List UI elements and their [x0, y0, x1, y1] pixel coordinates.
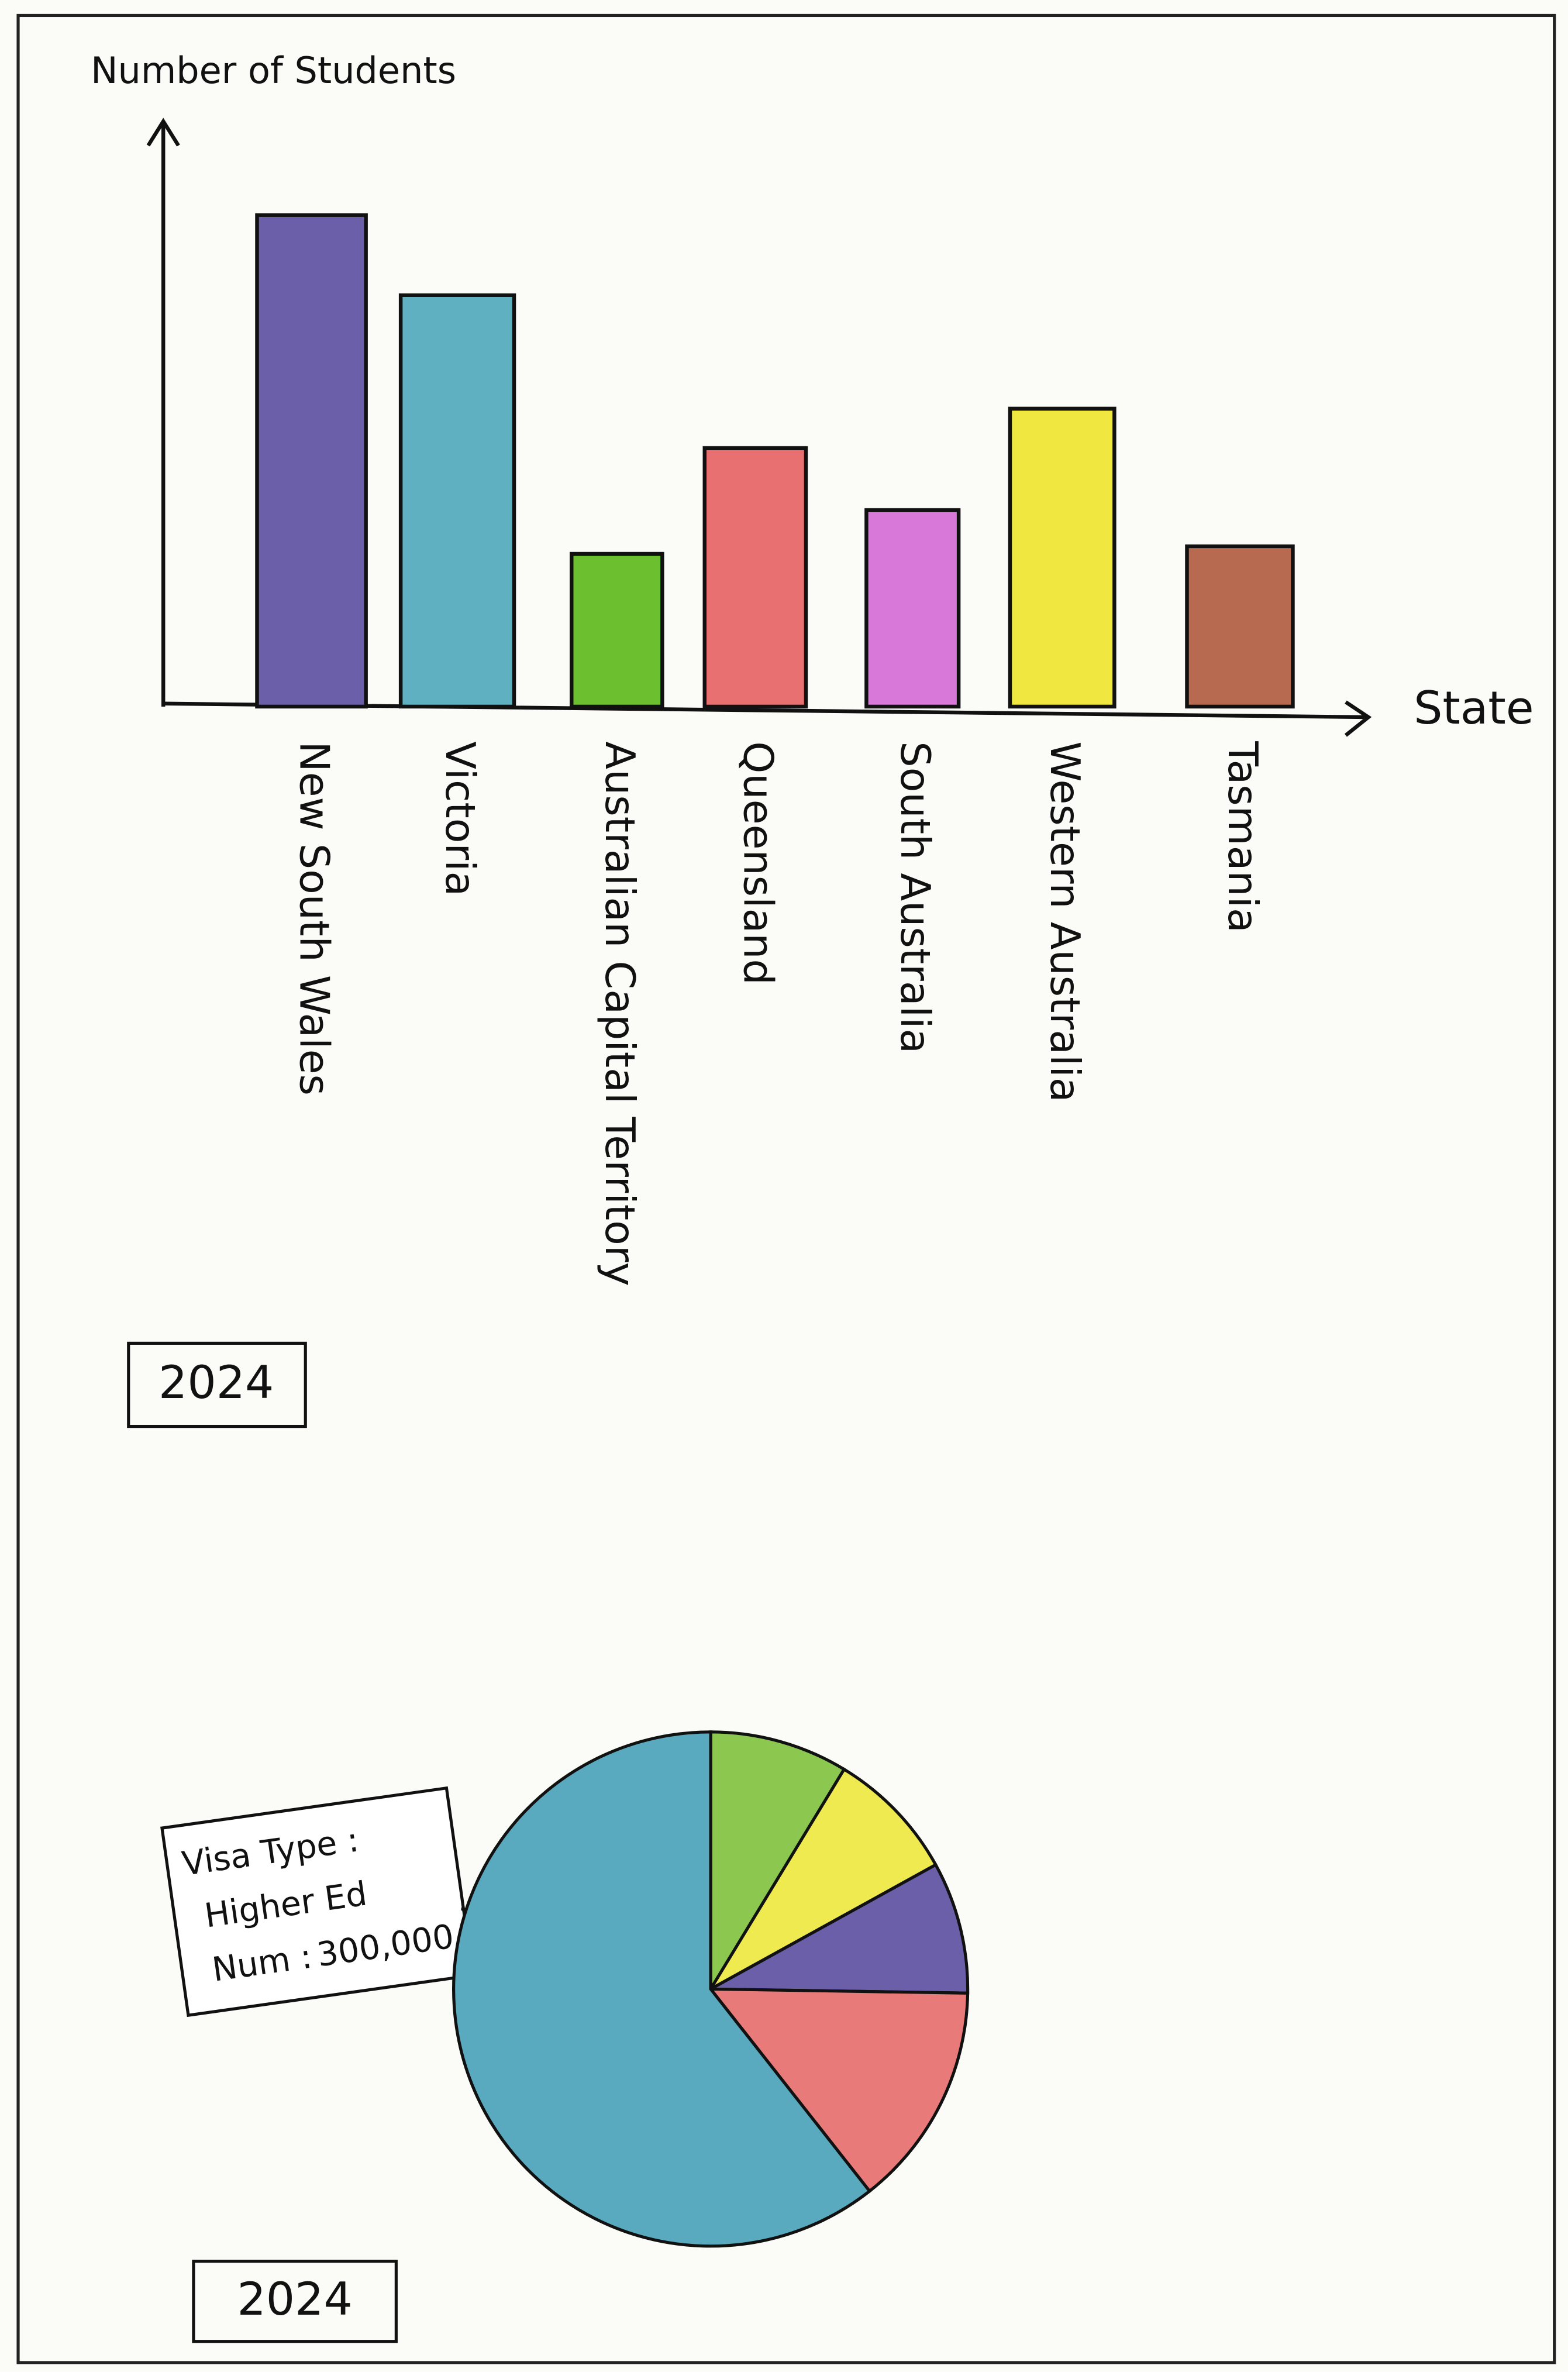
- bar: [255, 213, 368, 709]
- x-tick-label: Tasmania: [1219, 741, 1266, 932]
- bar: [702, 446, 808, 709]
- year-note: 2024: [158, 1357, 274, 1409]
- annotation: Visa Type : Higher Ed Num : 300,000: [160, 1786, 475, 2018]
- x-axis-label: State: [1414, 682, 1533, 735]
- year-box: [127, 1341, 307, 1428]
- x-tick-label: South Australia: [891, 741, 939, 1054]
- pie-slice: [707, 1987, 970, 2194]
- x-tick-label: Western Australia: [1041, 741, 1088, 1102]
- y-axis: [146, 118, 180, 707]
- bar: [864, 508, 961, 709]
- year-note: 2024: [237, 2273, 352, 2326]
- bar: [1008, 407, 1116, 709]
- bar: [1185, 544, 1295, 709]
- annotation-box: [160, 1786, 475, 2018]
- bar: [570, 552, 664, 709]
- x-tick-label: Australian Capital Territory: [596, 741, 643, 1286]
- pie-slice: [709, 1730, 846, 1995]
- pie-slice: [705, 1863, 970, 1995]
- bar: [398, 293, 516, 709]
- year-box: [192, 2260, 398, 2343]
- y-axis-label: Number of Students: [91, 49, 456, 92]
- x-tick-label: New South Wales: [291, 741, 338, 1095]
- x-tick-label: Queensland: [734, 741, 781, 984]
- frame: [16, 13, 1556, 2364]
- x-tick-label: Victoria: [436, 741, 484, 896]
- pie-slice: [706, 1767, 938, 1994]
- pie-slice: [452, 1730, 872, 2248]
